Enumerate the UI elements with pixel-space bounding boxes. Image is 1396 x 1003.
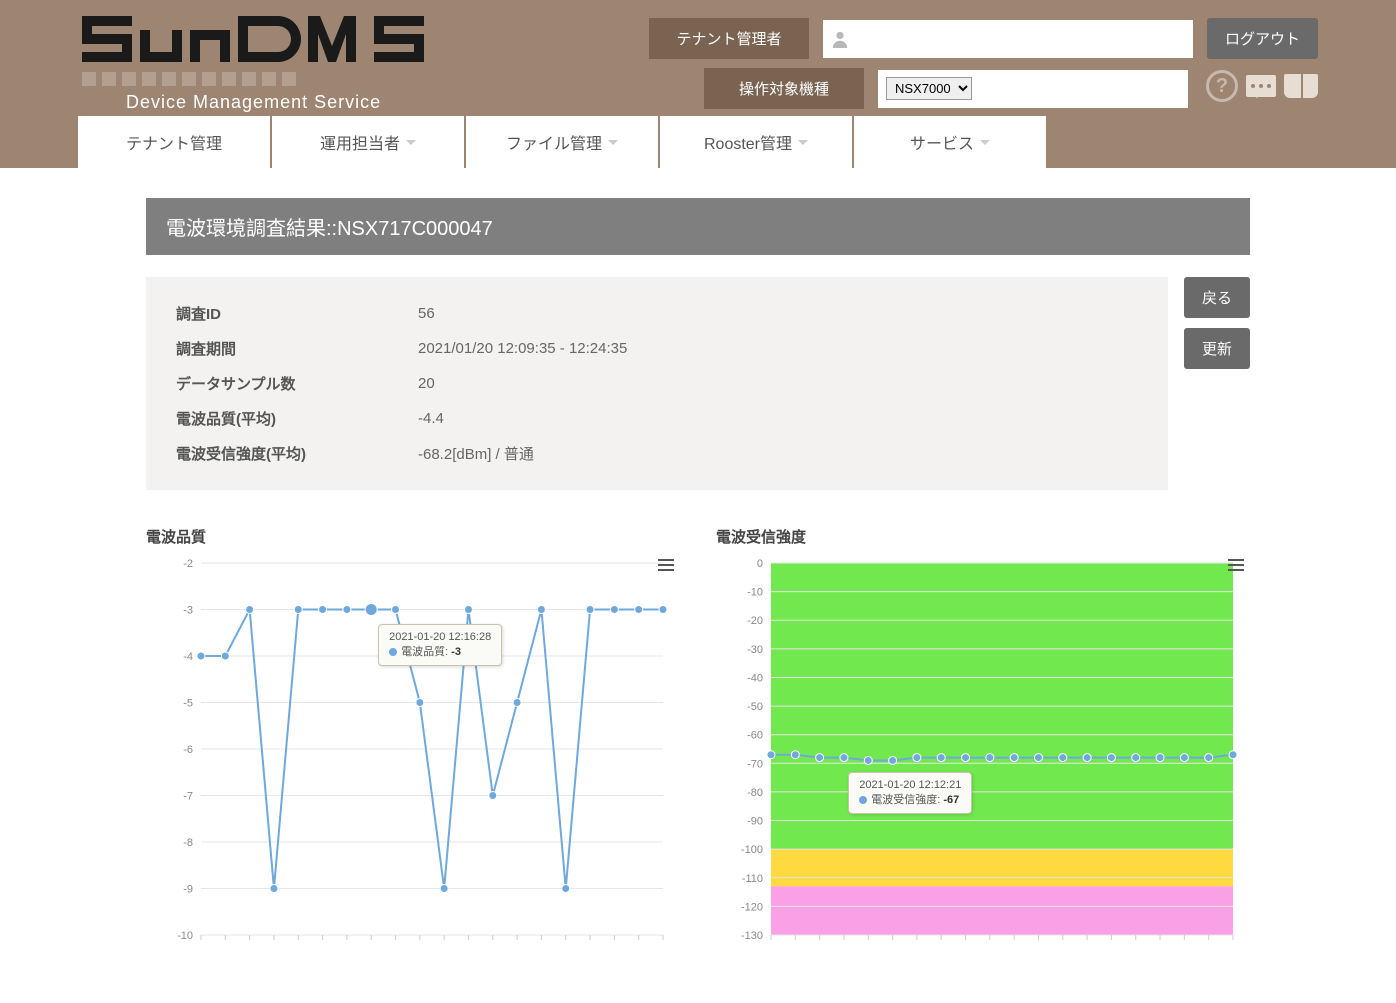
chart-menu-icon[interactable] [1228, 559, 1244, 571]
target-model-label: 操作対象機種 [704, 68, 864, 109]
svg-text:-2: -2 [183, 558, 193, 570]
svg-text:-10: -10 [177, 930, 193, 942]
svg-text:-4: -4 [183, 651, 193, 663]
chat-icon[interactable] [1246, 75, 1276, 97]
logo-svg [78, 12, 458, 68]
summary-value: -68.2[dBm] / 普通 [418, 437, 627, 470]
page-title: 電波環境調査結果::NSX717C000047 [146, 198, 1250, 255]
chart-rssi: 0 -10 -20 -30 -40 -50 -60 -70 -80 -90 -100 -110 -120… [716, 553, 1250, 953]
chart-quality-title: 電波品質 [146, 526, 680, 547]
svg-text:-40: -40 [747, 672, 763, 684]
svg-text:-130: -130 [741, 930, 763, 942]
summary-panel: 調査ID56調査期間2021/01/20 12:09:35 - 12:24:35… [146, 277, 1168, 490]
svg-text:-90: -90 [747, 816, 763, 828]
nav-tabs: テナント管理運用担当者ファイル管理Rooster管理サービス [78, 116, 1046, 168]
svg-text:-110: -110 [742, 873, 763, 885]
model-select[interactable]: NSX7000 [886, 77, 972, 100]
tenant-admin-input[interactable] [823, 20, 1193, 58]
svg-text:-9: -9 [183, 884, 193, 896]
svg-text:-5: -5 [183, 698, 193, 710]
nav-tab[interactable]: テナント管理 [78, 116, 270, 168]
svg-text:-100: -100 [741, 844, 763, 856]
svg-text:-50: -50 [747, 701, 763, 713]
summary-key: 電波品質(平均) [176, 402, 416, 435]
nav-tab[interactable]: サービス [854, 116, 1046, 168]
tenant-admin-label: テナント管理者 [649, 18, 809, 59]
svg-text:-60: -60 [747, 730, 763, 742]
summary-key: 調査期間 [176, 332, 416, 365]
help-icon[interactable]: ? [1206, 70, 1238, 102]
svg-text:-10: -10 [747, 587, 763, 599]
chart-menu-icon[interactable] [658, 559, 674, 571]
nav-tab[interactable]: 運用担当者 [272, 116, 464, 168]
summary-value: 56 [418, 297, 627, 330]
summary-value: -4.4 [418, 402, 627, 435]
svg-text:-30: -30 [747, 644, 763, 656]
svg-text:-80: -80 [747, 787, 763, 799]
summary-value: 20 [418, 367, 627, 400]
summary-key: データサンプル数 [176, 367, 416, 400]
svg-text:0: 0 [757, 558, 763, 570]
svg-text:-8: -8 [183, 837, 193, 849]
chart-rssi-title: 電波受信強度 [716, 526, 1250, 547]
summary-key: 調査ID [176, 297, 416, 330]
refresh-button[interactable]: 更新 [1184, 328, 1250, 369]
svg-text:-70: -70 [747, 758, 763, 770]
svg-text:-7: -7 [183, 791, 193, 803]
model-select-wrap: NSX7000 [878, 70, 1188, 108]
avatar-icon [831, 30, 849, 48]
svg-text:-3: -3 [183, 605, 193, 617]
chart-quality-tooltip: 2021-01-20 12:16:28電波品質: -3 [378, 624, 502, 666]
back-button[interactable]: 戻る [1184, 277, 1250, 318]
svg-text:-20: -20 [747, 615, 763, 627]
summary-key: 電波受信強度(平均) [176, 437, 416, 470]
manual-icon[interactable] [1284, 74, 1318, 98]
chart-rssi-tooltip: 2021-01-20 12:12:21電波受信強度: -67 [848, 772, 972, 814]
svg-text:-120: -120 [741, 901, 763, 913]
logo: Device Management Service [78, 12, 458, 113]
logo-subtitle: Device Management Service [78, 92, 458, 113]
logout-button[interactable]: ログアウト [1207, 18, 1318, 59]
svg-text:-6: -6 [183, 744, 193, 756]
chart-quality: -2 -3 -4 -5 -6 -7 -8 -9 -10 2021-01-20 12:16:28電… [146, 553, 680, 953]
nav-tab[interactable]: Rooster管理 [660, 116, 852, 168]
summary-value: 2021/01/20 12:09:35 - 12:24:35 [418, 332, 627, 365]
header-band: Device Management Service テナント管理者 ログアウト … [0, 0, 1396, 168]
nav-tab[interactable]: ファイル管理 [466, 116, 658, 168]
